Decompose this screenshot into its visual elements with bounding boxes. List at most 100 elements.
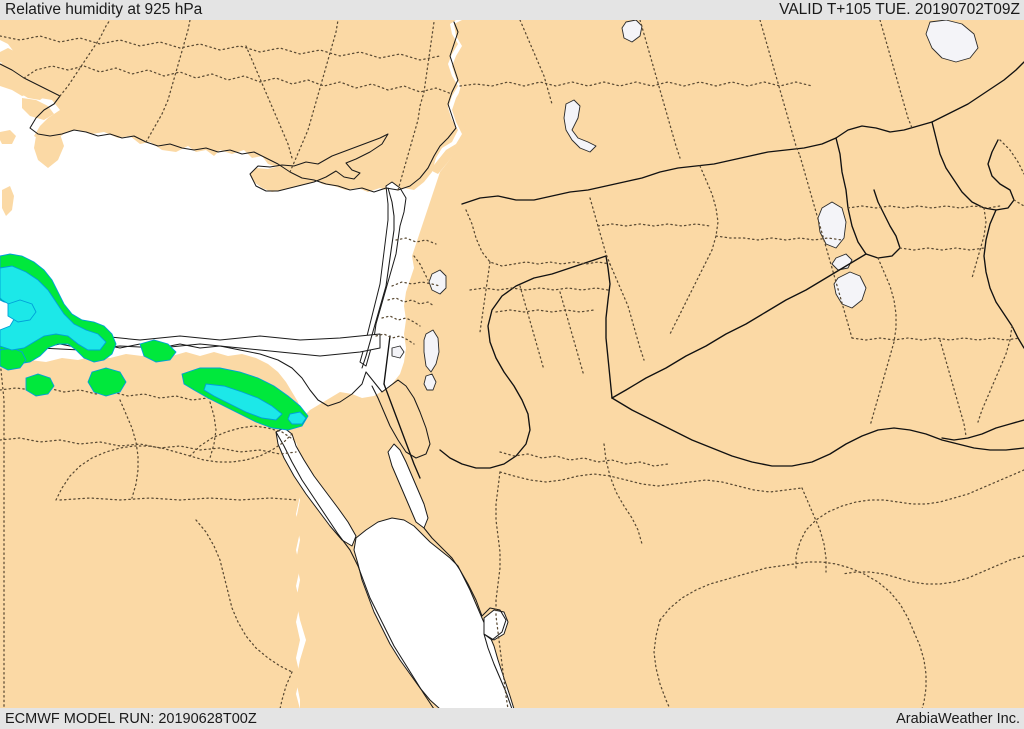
admin-egypt-10	[209, 401, 217, 459]
admin-turkey-1	[0, 35, 441, 61]
sea-gulf-of-suez	[275, 427, 357, 547]
admin-egypt-7	[195, 519, 293, 673]
land-nw-arabia	[432, 412, 524, 506]
land-turkey-anatolia	[0, 20, 458, 192]
land-karpathos-island	[2, 186, 14, 216]
provider-label: ArabiaWeather Inc.	[896, 710, 1020, 727]
lake-dead-sea	[423, 329, 440, 373]
rh-contour-cyan-coast	[203, 383, 283, 421]
coast-levant	[361, 187, 395, 369]
land-main-eastern	[296, 20, 1024, 709]
admin-jordan-2	[519, 285, 545, 371]
admin-turkey-7	[245, 45, 293, 159]
sea-red-sea	[353, 517, 515, 710]
admin-syria-3	[589, 197, 611, 265]
header-bar: Relative humidity at 925 hPa VALID T+105…	[0, 0, 1024, 20]
rh-contour-green-coast-2	[25, 373, 55, 397]
admin-saudi-1	[499, 451, 669, 467]
admin-turkey-11	[759, 19, 801, 157]
admin-iraq-5	[899, 247, 985, 251]
admin-syria-7	[597, 223, 711, 227]
admin-turkey-5	[289, 19, 339, 173]
rh-contour-green-coast-5	[139, 339, 177, 363]
land-aegean-island-a	[0, 48, 18, 66]
admin-saudi-2	[499, 471, 803, 493]
land-small-island-d	[0, 130, 16, 144]
admin-saudi-6	[913, 631, 927, 710]
rh-contour-cyan-main	[0, 265, 107, 351]
admin-turkey-6	[397, 21, 435, 191]
coast-cyprus	[249, 133, 389, 192]
humidity-contours	[0, 253, 309, 431]
border-syria-iraq	[835, 137, 901, 259]
land-sinai	[382, 378, 430, 458]
international-borders	[383, 61, 1024, 479]
border-turkey-iraq-iran	[931, 61, 1024, 123]
border-syria-jordan-iraq	[611, 253, 867, 399]
lake-dead-sea-south	[423, 373, 437, 391]
border-egypt-israel	[383, 383, 421, 479]
admin-turkey-10	[639, 19, 681, 159]
admin-iraq-6	[939, 339, 967, 437]
admin-iraq-2	[799, 155, 853, 339]
admin-israel-1	[391, 281, 441, 287]
admin-iraq-7	[977, 325, 1013, 423]
admin-saudi-5	[653, 619, 671, 710]
admin-iraq-4	[869, 257, 897, 427]
coast-sinai	[365, 371, 431, 459]
land-egypt-northafrica	[0, 352, 302, 709]
landmasses	[0, 20, 1024, 709]
admin-saudi-7	[801, 487, 827, 573]
admin-syria-1	[465, 209, 611, 267]
admin-israel-2	[387, 297, 435, 307]
land-aegean-island-b	[18, 80, 48, 100]
model-run-label: ECMWF MODEL RUN: 20190628T00Z	[5, 710, 257, 727]
admin-syria-5	[669, 165, 719, 335]
border-iraq-saudi-kuwait	[941, 419, 1024, 441]
rh-contour-cyan-coast-small	[287, 411, 307, 425]
admin-egypt-5	[189, 425, 295, 457]
admin-turkey-9	[459, 81, 813, 87]
admin-iraq-3	[851, 337, 1021, 341]
admin-jordan-1	[469, 287, 609, 291]
sea-gulf-of-aqaba	[387, 443, 429, 529]
admin-egypt-6	[0, 359, 5, 710]
coast-turkey-south	[0, 21, 459, 193]
admin-saudi-4	[659, 561, 915, 633]
admin-turkey-3	[59, 19, 111, 97]
admin-turkey-4	[145, 19, 191, 143]
lake-tharthar-iraq	[817, 201, 847, 249]
lakes	[269, 19, 979, 417]
border-iraq-iran-south	[983, 209, 1024, 349]
admin-iran-2	[1013, 199, 1024, 207]
border-jordan-syria-north	[605, 255, 613, 399]
admin-saudi-3	[603, 443, 643, 545]
admin-iran-3	[971, 207, 987, 279]
admin-israel-5	[413, 255, 429, 281]
admin-egypt-4	[55, 431, 295, 501]
border-jordan-west	[439, 255, 607, 469]
admin-iraq-1	[847, 205, 1001, 209]
lake-small-north-sinai	[391, 345, 405, 359]
lake-van-turkey	[925, 19, 979, 63]
admin-saudi-8	[495, 471, 509, 710]
admin-jordan-4	[559, 291, 585, 377]
valid-time-label: VALID T+105 TUE. 20190702T09Z	[779, 1, 1020, 18]
lake-urmia-area	[621, 19, 643, 43]
admin-jordan-3	[495, 309, 595, 313]
admin-egypt-3	[59, 497, 299, 501]
border-jordan-saudi	[611, 397, 1024, 467]
border-sinai-north	[383, 335, 391, 385]
admin-syria-6	[715, 235, 843, 241]
admin-egypt-8	[279, 671, 293, 710]
lake-assad-syria	[563, 99, 597, 153]
rh-contour-green-coast-3	[87, 367, 127, 397]
admin-saudi-9	[795, 469, 1024, 571]
admin-turkey-8	[519, 19, 553, 105]
rh-contour-cyan-inner-blob	[7, 299, 37, 323]
admin-saudi-10	[841, 555, 1024, 585]
lake-razzaza-iraq	[833, 271, 867, 309]
